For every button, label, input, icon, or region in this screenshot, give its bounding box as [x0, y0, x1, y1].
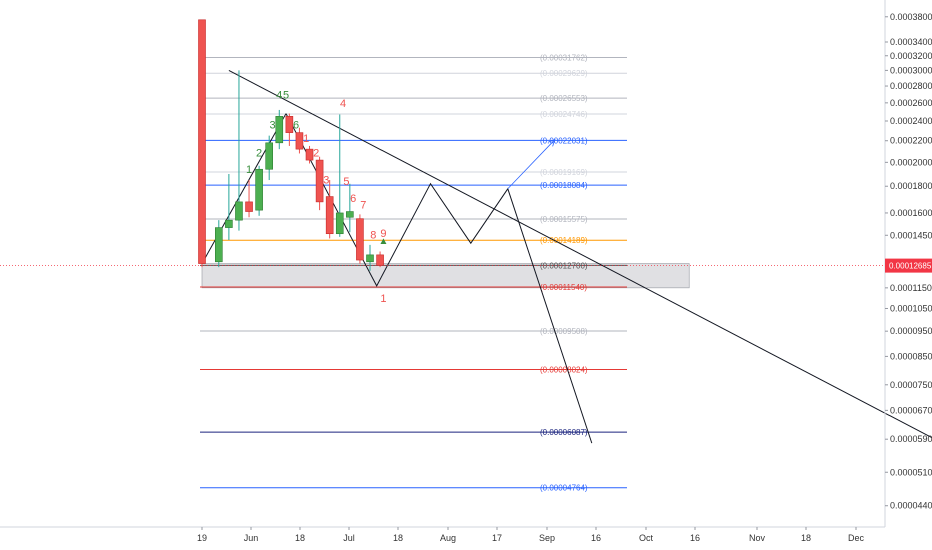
support-zone [201, 263, 690, 289]
fib-level-label: (0.00009508) [540, 327, 588, 336]
candle-body [235, 201, 243, 221]
target-arrow-head [548, 139, 556, 147]
current-price-tag [885, 258, 932, 273]
candle-body [265, 142, 274, 170]
fib-level-label: (0.00011540) [540, 283, 587, 292]
candle-body [335, 212, 344, 235]
td-count-label: 5 [343, 176, 349, 188]
green-up-arrow-icon [380, 238, 387, 245]
td-count-label: 7 [360, 200, 366, 212]
candle-body [285, 116, 294, 133]
x-tick-label: Aug [440, 533, 456, 543]
candle-body [376, 254, 384, 266]
td-count-label: 8 [370, 229, 376, 241]
trendline-wedge-lower [201, 113, 287, 264]
candle-body [245, 201, 253, 212]
candle-body [325, 196, 334, 235]
fib-level-label: (0.00022031) [540, 136, 588, 145]
fib-level-label: (0.00029629) [540, 69, 588, 78]
x-tick-label: 17 [492, 533, 502, 543]
candle-body [255, 168, 263, 211]
x-tick-label: Dec [848, 533, 865, 543]
fib-level-label: (0.00014189) [540, 236, 588, 245]
td-count-label: 1 [380, 293, 386, 305]
x-tick-label: 18 [295, 533, 305, 543]
td-count-label: 4 [340, 98, 346, 110]
current-price-label: 0.00012685 [889, 262, 932, 271]
x-tick-label: Jun [244, 533, 259, 543]
trendline-descending [228, 69, 932, 439]
x-tick-label: Sep [539, 533, 555, 543]
fib-level-label: (0.00019169) [540, 168, 588, 177]
x-tick-label: Oct [639, 533, 654, 543]
td-count-label: 4 [276, 90, 282, 102]
td-count-label: 9 [380, 228, 386, 240]
candle-body [198, 19, 206, 264]
fib-level-label: (0.00004764) [540, 484, 588, 493]
candle-body [275, 116, 284, 144]
candle-body [215, 227, 223, 263]
x-tick-label: 16 [690, 533, 700, 543]
x-tick-label: 19 [197, 533, 207, 543]
x-tick-label: 18 [393, 533, 403, 543]
candle-body [295, 132, 304, 150]
candle-body [356, 218, 364, 261]
candle-body [225, 219, 233, 228]
target-arrow [507, 139, 556, 190]
td-count-label: 6 [293, 120, 299, 132]
x-tick-label: 16 [591, 533, 601, 543]
td-count-label: 1 [303, 133, 309, 145]
td-count-label: 3 [269, 120, 275, 132]
td-count-label: 1 [246, 164, 252, 176]
candle-body [366, 254, 374, 263]
fib-level-label: (0.00026553) [540, 94, 588, 103]
y-tick-label: 0.00004400 [890, 501, 932, 511]
x-tick-label: 18 [801, 533, 811, 543]
fib-level-label: (0.00031762) [540, 53, 588, 62]
candle-body [346, 211, 354, 218]
candle-body [315, 159, 324, 203]
td-count-label: 3 [323, 175, 329, 187]
td-count-label: 5 [283, 90, 289, 102]
x-tick-label: Nov [749, 533, 766, 543]
td-count-label: 6 [350, 193, 356, 205]
fib-level-label: (0.00015575) [540, 215, 588, 224]
x-tick-label: Jul [343, 533, 355, 543]
td-count-label: 2 [256, 148, 262, 160]
fib-level-label: (0.00012700) [540, 261, 588, 270]
fib-level-label: (0.00018084) [540, 181, 588, 190]
td-count-label: 2 [313, 148, 319, 160]
fib-level-label: (0.00006087) [540, 428, 588, 437]
fib-level-label: (0.00008024) [540, 365, 588, 374]
candle-body [305, 148, 314, 161]
fib-level-label: (0.00024746) [540, 110, 588, 119]
